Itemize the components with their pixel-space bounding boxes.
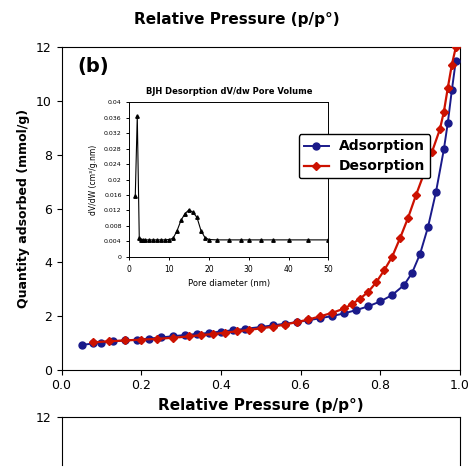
Desorption xyxy=(198,332,204,338)
Desorption xyxy=(365,289,371,295)
Adsorption xyxy=(230,328,236,333)
Desorption xyxy=(186,334,192,339)
Desorption xyxy=(294,319,300,325)
Desorption xyxy=(138,337,144,343)
Adsorption xyxy=(194,331,200,337)
Desorption xyxy=(329,310,335,316)
Desorption xyxy=(282,322,287,328)
Desorption xyxy=(449,62,455,68)
Adsorption xyxy=(110,338,116,344)
Desorption xyxy=(349,301,355,307)
Adsorption xyxy=(135,337,140,343)
Adsorption xyxy=(99,340,104,346)
Desorption xyxy=(441,109,447,115)
Adsorption xyxy=(425,225,431,230)
Line: Desorption: Desorption xyxy=(91,45,458,345)
Y-axis label: Quantity adsorbed (mmol/g): Quantity adsorbed (mmol/g) xyxy=(18,109,30,308)
Legend: Adsorption, Desorption: Adsorption, Desorption xyxy=(299,134,430,179)
Desorption xyxy=(405,215,411,221)
Adsorption xyxy=(206,330,212,336)
Adsorption xyxy=(91,340,96,346)
Desorption xyxy=(155,336,160,342)
Desorption xyxy=(341,306,347,311)
Desorption xyxy=(258,326,264,331)
Adsorption xyxy=(354,307,359,313)
Adsorption xyxy=(449,88,455,93)
Adsorption xyxy=(282,321,287,327)
Text: Relative Pressure (p/p°): Relative Pressure (p/p°) xyxy=(134,12,340,27)
Desorption xyxy=(318,313,323,319)
Adsorption xyxy=(445,120,451,126)
Desorption xyxy=(107,338,112,344)
Adsorption xyxy=(146,336,152,341)
Adsorption xyxy=(433,190,439,195)
Desorption xyxy=(91,339,96,345)
Desorption xyxy=(270,324,275,329)
Adsorption xyxy=(365,303,371,309)
Desorption xyxy=(389,254,395,260)
Adsorption xyxy=(170,333,176,339)
Text: (b): (b) xyxy=(78,57,109,76)
Desorption xyxy=(357,296,363,301)
Desorption xyxy=(374,280,379,285)
Desorption xyxy=(445,85,451,91)
X-axis label: Relative Pressure (p/p°): Relative Pressure (p/p°) xyxy=(158,398,364,413)
Desorption xyxy=(246,327,252,333)
Adsorption xyxy=(417,251,423,257)
Adsorption xyxy=(79,342,84,348)
Adsorption xyxy=(270,323,275,328)
Adsorption xyxy=(258,324,264,330)
Adsorption xyxy=(441,146,447,152)
Adsorption xyxy=(218,329,224,335)
Desorption xyxy=(429,149,435,155)
Adsorption xyxy=(401,283,407,288)
Desorption xyxy=(421,171,427,176)
Desorption xyxy=(306,317,311,322)
Desorption xyxy=(381,267,387,273)
Desorption xyxy=(222,330,228,336)
Line: Adsorption: Adsorption xyxy=(78,57,459,348)
Adsorption xyxy=(242,326,247,332)
Adsorption xyxy=(409,270,415,276)
Adsorption xyxy=(389,292,395,298)
Adsorption xyxy=(306,318,311,323)
Adsorption xyxy=(377,299,383,304)
Adsorption xyxy=(318,315,323,321)
Adsorption xyxy=(182,332,188,338)
Adsorption xyxy=(158,335,164,340)
Adsorption xyxy=(294,319,300,325)
Adsorption xyxy=(453,58,459,64)
Adsorption xyxy=(341,310,347,316)
Desorption xyxy=(453,45,459,50)
Desorption xyxy=(234,328,240,334)
Desorption xyxy=(437,127,443,132)
Adsorption xyxy=(122,337,128,343)
Desorption xyxy=(397,235,403,241)
Adsorption xyxy=(329,313,335,319)
Desorption xyxy=(413,192,419,198)
Desorption xyxy=(210,331,216,337)
Desorption xyxy=(170,335,176,341)
Desorption xyxy=(122,337,128,343)
